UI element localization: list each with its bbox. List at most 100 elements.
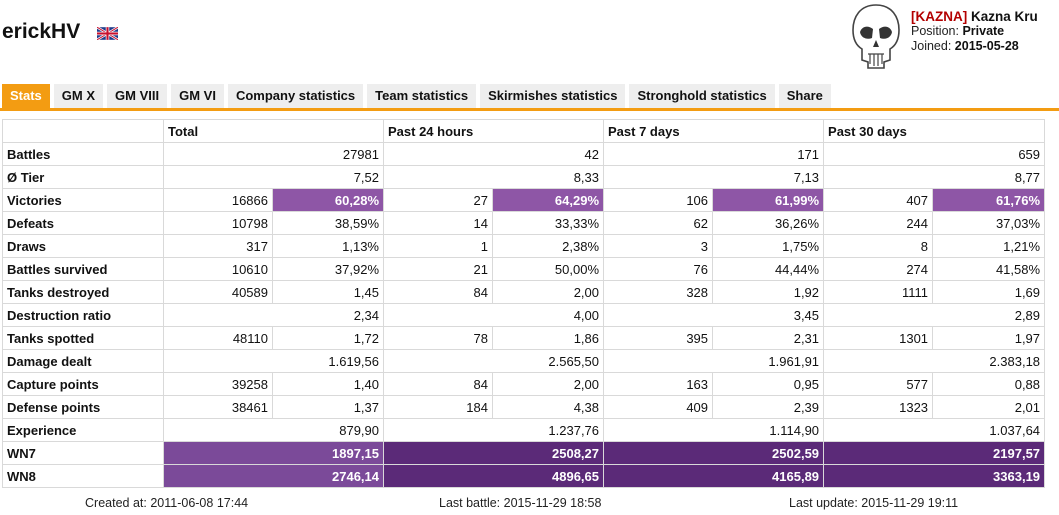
- stats-tabs: Stats GM X GM VIII GM VI Company statist…: [2, 84, 831, 108]
- cell-win-rate: 60,28%: [272, 188, 384, 212]
- cell-count: 8: [823, 234, 934, 258]
- cell-ratio: 1,72: [272, 326, 384, 350]
- cell-value: 7,13: [603, 165, 825, 189]
- table-row: WN7 1897,15 2508,27 2502,59 2197,57: [2, 441, 1046, 465]
- cell-value: 1.961,91: [603, 349, 825, 373]
- clan-tag[interactable]: [KAZNA]: [911, 9, 968, 24]
- cell-count: 84: [383, 280, 493, 304]
- column-header: [2, 119, 164, 143]
- row-label: Damage dealt: [2, 349, 164, 373]
- row-label: Defeats: [2, 211, 164, 235]
- cell-count: 16866: [163, 188, 273, 212]
- cell-value: 171: [603, 142, 825, 166]
- cell-ratio: 1,86: [491, 326, 605, 350]
- cell-count: 14: [383, 211, 493, 235]
- cell-value: 4,00: [382, 303, 605, 327]
- column-header-total: Total: [163, 119, 384, 143]
- skull-icon[interactable]: [848, 2, 904, 72]
- table-row: Victories 16866 60,28% 27 64,29% 106 61,99% 407…: [2, 188, 1046, 212]
- cell-ratio: 1,37: [272, 395, 384, 419]
- row-label: Battles survived: [2, 257, 164, 281]
- cell-count: 40589: [163, 280, 273, 304]
- cell-value: 2,89: [823, 303, 1046, 327]
- tab-gm-x[interactable]: GM X: [53, 84, 104, 108]
- cell-count: 1323: [823, 395, 934, 419]
- cell-value: 2746,14: [163, 464, 384, 488]
- cell-value: 4896,65: [382, 464, 605, 488]
- created-at: Created at: 2011-06-08 17:44: [85, 496, 248, 510]
- tab-stats[interactable]: Stats: [2, 84, 50, 108]
- tab-skirmishes-statistics[interactable]: Skirmishes statistics: [480, 84, 626, 108]
- cell-count: 62: [603, 211, 714, 235]
- column-header-24h: Past 24 hours: [382, 119, 605, 143]
- cell-count: 10798: [163, 211, 273, 235]
- cell-win-rate: 61,99%: [712, 188, 825, 212]
- cell-value: 2.565,50: [382, 349, 605, 373]
- cell-ratio: 4,38: [491, 395, 605, 419]
- cell-value: 2.383,18: [823, 349, 1046, 373]
- last-battle: Last battle: 2015-11-29 18:58: [439, 496, 601, 510]
- cell-value: 2197,57: [823, 441, 1046, 465]
- cell-value: 1897,15: [163, 441, 384, 465]
- cell-ratio: 37,03%: [932, 211, 1046, 235]
- cell-ratio: 0,88: [932, 372, 1046, 396]
- tab-gm-vi[interactable]: GM VI: [171, 84, 224, 108]
- cell-count: 21: [383, 257, 493, 281]
- cell-value: 7,52: [163, 165, 384, 189]
- row-label: Capture points: [2, 372, 164, 396]
- cell-win-rate: 64,29%: [491, 188, 605, 212]
- cell-count: 84: [383, 372, 493, 396]
- cell-count: 1: [383, 234, 493, 258]
- position-label: Position:: [911, 24, 959, 38]
- cell-ratio: 1,92: [712, 280, 825, 304]
- cell-count: 1301: [823, 326, 934, 350]
- row-label: Experience: [2, 418, 164, 442]
- last-update: Last update: 2015-11-29 19:11: [789, 496, 958, 510]
- clan-title[interactable]: [KAZNA] Kazna Kru: [911, 9, 1038, 24]
- clan-name[interactable]: Kazna Kru: [971, 9, 1038, 24]
- cell-value: 879,90: [163, 418, 384, 442]
- row-label: Defense points: [2, 395, 164, 419]
- cell-ratio: 1,21%: [932, 234, 1046, 258]
- table-row: Battles survived 10610 37,92% 21 50,00% 76 44,…: [2, 257, 1046, 281]
- position-value: Private: [962, 24, 1005, 38]
- table-row: Capture points 39258 1,40 84 2,00 163 0,95 577 0…: [2, 372, 1046, 396]
- tab-stronghold-statistics[interactable]: Stronghold statistics: [629, 84, 775, 108]
- cell-ratio: 1,69: [932, 280, 1046, 304]
- cell-count: 577: [823, 372, 934, 396]
- tab-team-statistics[interactable]: Team statistics: [367, 84, 477, 108]
- last-battle-label: Last battle:: [439, 496, 501, 510]
- table-row: Experience 879,90 1.237,76 1.114,90 1.037,64: [2, 418, 1046, 442]
- uk-flag-icon: [97, 27, 118, 40]
- cell-count: 76: [603, 257, 714, 281]
- row-label: Tanks spotted: [2, 326, 164, 350]
- clan-info: [KAZNA] Kazna Kru Position: Private Join…: [911, 9, 1038, 54]
- cell-value: 42: [382, 142, 605, 166]
- tab-divider: [0, 108, 1059, 111]
- cell-count: 38461: [163, 395, 273, 419]
- row-label: Ø Tier: [2, 165, 164, 189]
- table-row: Damage dealt 1.619,56 2.565,50 1.961,91 2.38…: [2, 349, 1046, 373]
- cell-value: 2508,27: [382, 441, 605, 465]
- row-label: Battles: [2, 142, 164, 166]
- cell-ratio: 0,95: [712, 372, 825, 396]
- created-value: 2011-06-08 17:44: [150, 496, 249, 510]
- table-row: WN8 2746,14 4896,65 4165,89 3363,19: [2, 464, 1046, 488]
- tab-company-statistics[interactable]: Company statistics: [227, 84, 364, 108]
- row-label: Draws: [2, 234, 164, 258]
- cell-count: 27: [383, 188, 493, 212]
- cell-count: 395: [603, 326, 714, 350]
- cell-value: 2,34: [163, 303, 384, 327]
- cell-count: 409: [603, 395, 714, 419]
- cell-count: 78: [383, 326, 493, 350]
- tab-share[interactable]: Share: [778, 84, 831, 108]
- cell-count: 3: [603, 234, 714, 258]
- footer: Created at: 2011-06-08 17:44 Last battle…: [0, 496, 1059, 514]
- stats-body: Battles 27981 42 171 659 Ø Tier 7,52 8,33 7,13 8,…: [2, 142, 1046, 488]
- tab-gm-viii[interactable]: GM VIII: [107, 84, 168, 108]
- cell-ratio: 50,00%: [491, 257, 605, 281]
- cell-ratio: 36,26%: [712, 211, 825, 235]
- cell-value: 1.037,64: [823, 418, 1046, 442]
- table-row: Battles 27981 42 171 659: [2, 142, 1046, 166]
- cell-count: 274: [823, 257, 934, 281]
